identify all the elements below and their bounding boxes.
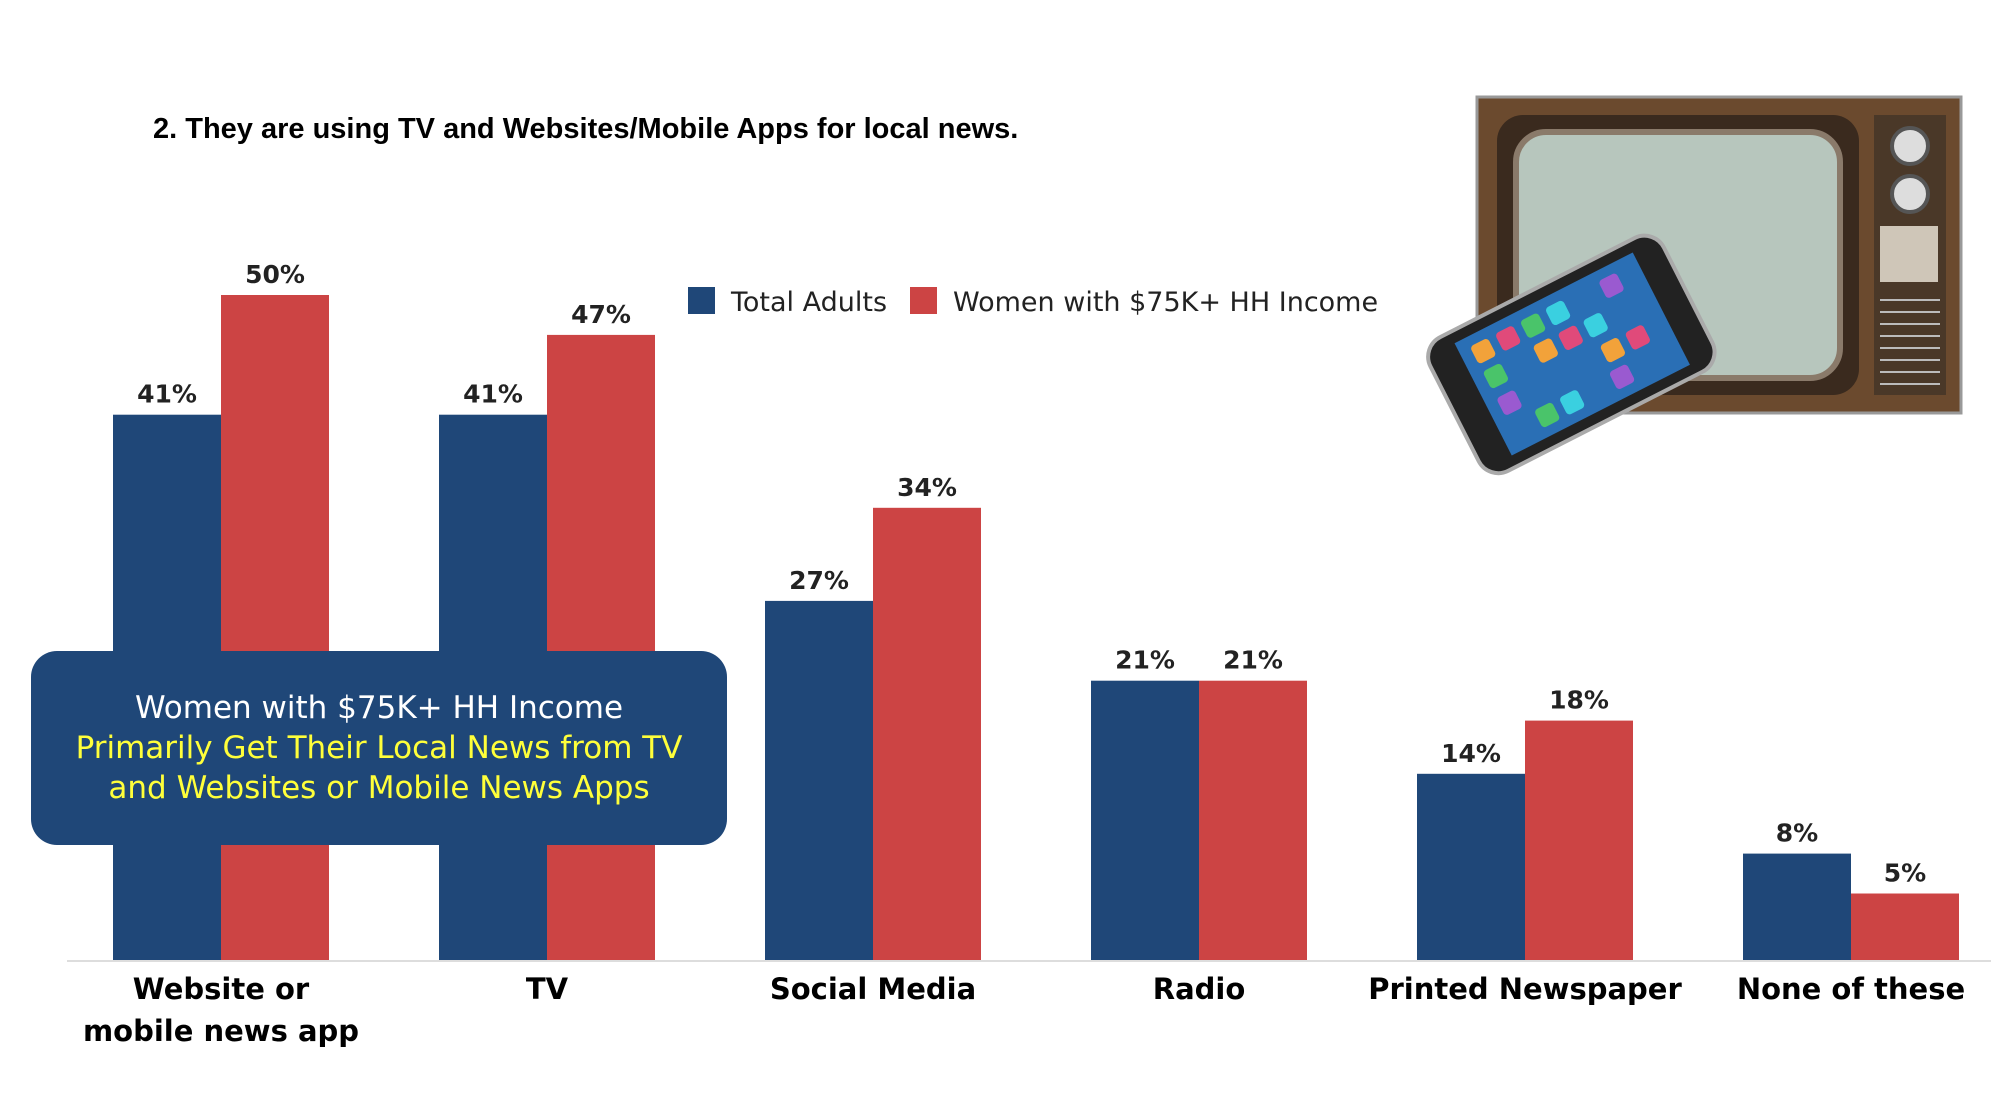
x-tick-label: Radio [1152,972,1246,1006]
x-tick-label: TV [525,972,569,1006]
bar [1743,853,1851,960]
x-tick-label: Website or mobile news app [82,972,360,1048]
x-tick-label: Printed Newspaper [1368,972,1682,1006]
bar [1417,773,1525,960]
value-label: 21% [1115,646,1175,675]
value-label: 50% [245,260,305,289]
value-label: 27% [789,566,849,595]
value-label: 8% [1776,819,1818,848]
callout-line: and Websites or Mobile News Apps [108,770,650,806]
legend-label: Total Adults [730,287,887,318]
bar [1199,680,1307,960]
callout-box: Women with $75K+ HH Income Primarily Get… [31,651,727,845]
value-label: 34% [897,473,957,502]
legend-swatch [910,287,937,314]
callout-line: Women with $75K+ HH Income [134,690,624,726]
bar [1091,680,1199,960]
callout-line: Primarily Get Their Local News from TV [75,730,683,766]
value-label: 18% [1549,686,1609,715]
x-tick-label: Social Media [769,972,977,1006]
bar [547,334,655,960]
value-label: 21% [1223,646,1283,675]
bar [1525,720,1633,960]
value-label: 41% [463,380,523,409]
bar [765,600,873,960]
value-label: 47% [571,300,631,329]
legend-swatch [688,287,715,314]
legend-label: Women with $75K+ HH Income [953,287,1378,318]
value-label: 41% [137,380,197,409]
value-label: 5% [1884,859,1926,888]
value-label: 14% [1441,739,1501,768]
bar [873,507,981,960]
x-tick-label: None of these [1736,972,1966,1006]
bar [221,295,329,960]
chart-title: 2. They are using TV and Websites/Mobile… [153,113,1018,145]
illustration [1426,95,1963,476]
bar [1851,893,1959,960]
